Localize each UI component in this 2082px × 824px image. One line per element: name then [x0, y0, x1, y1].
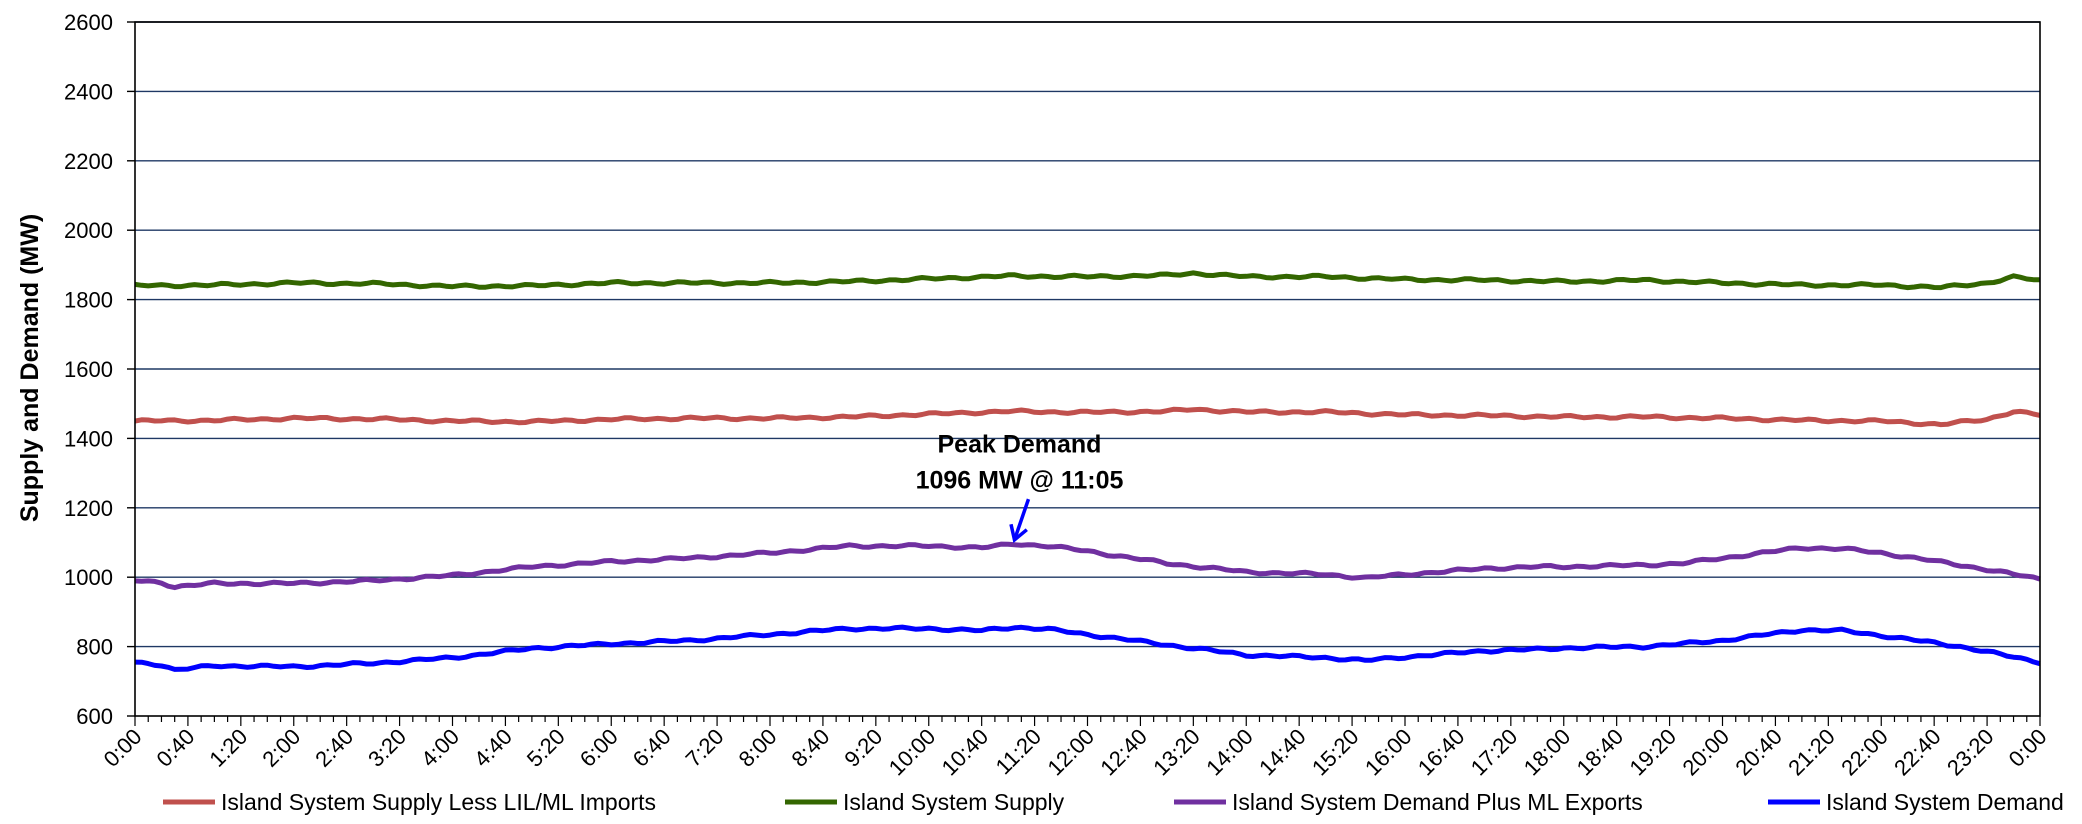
peak-demand-annotation: Peak Demand 1096 MW @ 11:05: [916, 430, 1124, 544]
x-tick-label: 22:00: [1836, 724, 1893, 781]
legend-label-1: Island System Supply: [843, 789, 1065, 815]
y-tick-label: 2600: [64, 10, 113, 35]
y-tick-label: 1600: [64, 357, 113, 382]
x-tick-label: 19:20: [1625, 724, 1682, 781]
annotation-arrow-head: [1009, 523, 1028, 544]
y-tick-label: 1400: [64, 426, 113, 451]
legend-label-0: Island System Supply Less LIL/ML Imports: [221, 789, 656, 815]
y-tick-label: 600: [76, 704, 113, 729]
x-tick-label: 22:40: [1889, 724, 1946, 781]
legend-label-3: Island System Demand: [1826, 789, 2064, 815]
x-tick-label: 7:20: [681, 724, 729, 772]
series-line-2: [134, 541, 2041, 591]
x-tick-label: 16:40: [1413, 724, 1470, 781]
x-tick-label: 12:00: [1042, 724, 1099, 781]
x-tick-label: 4:00: [416, 724, 464, 772]
x-tick-label: 14:40: [1254, 724, 1311, 781]
y-tick-label: 800: [76, 635, 113, 660]
x-tick-label: 0:00: [2004, 724, 2052, 772]
x-tick-label: 4:40: [469, 724, 517, 772]
series-line-0: [134, 406, 2041, 428]
x-tick-label: 5:20: [522, 724, 570, 772]
y-axis-title: Supply and Demand (MW): [16, 214, 44, 522]
annotation-line-1: Peak Demand: [937, 430, 1101, 458]
y-tick-label: 2200: [64, 149, 113, 174]
x-tick-label: 20:40: [1730, 724, 1787, 781]
y-tick-label: 1200: [64, 496, 113, 521]
axes: [127, 21, 2041, 726]
annotation-arrow: [1009, 498, 1031, 544]
x-tick-label: 12:40: [1095, 724, 1152, 781]
x-tick-label: 21:20: [1783, 724, 1840, 781]
series-lines: [134, 270, 2041, 672]
x-tick-label: 11:20: [991, 724, 1046, 779]
x-tick-label: 0:00: [99, 724, 147, 772]
x-tick-label: 23:20: [1942, 724, 1999, 781]
legend: Island System Supply Less LIL/ML Imports…: [163, 789, 2064, 815]
x-tick-label: 18:40: [1572, 724, 1629, 781]
x-tick-label: 0:40: [151, 724, 199, 772]
x-tick-label: 3:20: [363, 724, 411, 772]
x-tick-label: 2:40: [310, 724, 358, 772]
series-line-3: [134, 624, 2041, 672]
x-tick-label: 20:00: [1677, 724, 1734, 781]
series-line-1: [134, 270, 2040, 291]
x-tick-label: 15:20: [1307, 724, 1364, 781]
annotation-line-2: 1096 MW @ 11:05: [916, 467, 1124, 495]
x-tick-label: 17:20: [1466, 724, 1523, 781]
legend-label-2: Island System Demand Plus ML Exports: [1232, 789, 1643, 815]
y-tick-label: 2000: [64, 218, 113, 243]
x-tick-label: 18:00: [1519, 724, 1576, 781]
y-tick-label: 2400: [64, 79, 113, 104]
x-tick-label: 1:20: [204, 724, 252, 772]
y-tick-labels: 600 800 1000 1200 1400 1600 1800 2000 2200 2400 26…: [64, 10, 113, 729]
x-tick-label: 6:00: [575, 724, 623, 772]
x-tick-label: 8:40: [786, 724, 834, 772]
y-tick-label: 1800: [64, 288, 113, 313]
x-tick-label: 6:40: [628, 724, 676, 772]
x-tick-label: 8:00: [734, 724, 782, 772]
annotation-arrow-shaft: [1012, 498, 1031, 541]
x-tick-label: 16:00: [1360, 724, 1417, 781]
x-tick-label: 9:20: [839, 724, 887, 772]
y-tick-label: 1000: [64, 565, 113, 590]
x-tick-label: 10:00: [884, 724, 941, 781]
x-tick-labels: 0:00 0:40 1:20 2:00 2:40 3:20 4:00 4:40 5:20 6:00…: [99, 724, 2052, 781]
x-tick-label: 10:40: [937, 724, 994, 781]
x-tick-label: 14:00: [1201, 724, 1258, 781]
x-tick-label: 13:20: [1148, 724, 1205, 781]
x-tick-label: 2:00: [257, 724, 305, 772]
